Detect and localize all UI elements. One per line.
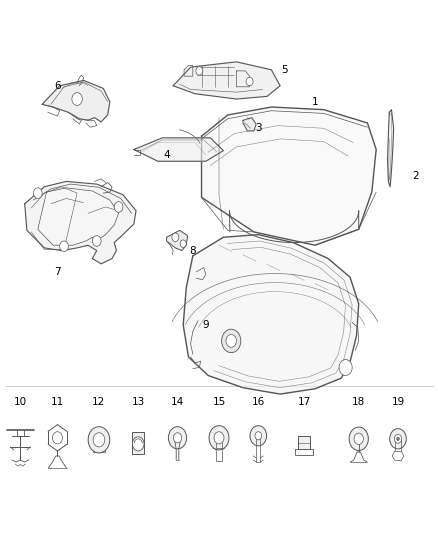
Text: 4: 4 <box>163 150 170 160</box>
Circle shape <box>397 437 399 440</box>
Circle shape <box>394 434 402 443</box>
Circle shape <box>196 67 203 75</box>
Polygon shape <box>173 62 280 99</box>
Circle shape <box>226 335 237 348</box>
Circle shape <box>88 427 110 453</box>
Text: 15: 15 <box>212 397 226 407</box>
Circle shape <box>246 77 253 86</box>
Circle shape <box>209 426 229 450</box>
Circle shape <box>250 426 267 446</box>
Circle shape <box>339 360 352 375</box>
Text: 2: 2 <box>412 171 419 181</box>
Polygon shape <box>166 230 187 251</box>
Text: 8: 8 <box>190 246 196 255</box>
Circle shape <box>168 427 187 449</box>
Text: 13: 13 <box>131 397 145 407</box>
Polygon shape <box>38 188 119 245</box>
Circle shape <box>132 437 144 451</box>
Circle shape <box>93 433 105 447</box>
Bar <box>298 436 311 449</box>
Text: 9: 9 <box>203 320 209 330</box>
Polygon shape <box>134 138 223 161</box>
Text: 11: 11 <box>51 397 64 407</box>
Text: 18: 18 <box>352 397 365 407</box>
Circle shape <box>354 433 364 445</box>
Polygon shape <box>388 110 394 187</box>
Text: 3: 3 <box>255 123 261 133</box>
Text: 5: 5 <box>281 65 288 75</box>
Circle shape <box>92 236 101 246</box>
Polygon shape <box>183 235 359 394</box>
Text: 6: 6 <box>54 81 61 91</box>
Circle shape <box>172 233 179 241</box>
Text: 17: 17 <box>297 397 311 407</box>
Text: 7: 7 <box>54 267 61 277</box>
Circle shape <box>255 432 261 440</box>
Circle shape <box>173 433 182 443</box>
Circle shape <box>33 188 42 198</box>
Circle shape <box>114 201 123 212</box>
Circle shape <box>222 329 241 353</box>
Circle shape <box>214 432 224 444</box>
Text: 12: 12 <box>92 397 106 407</box>
Polygon shape <box>42 80 110 122</box>
Circle shape <box>180 240 186 247</box>
Polygon shape <box>25 181 136 264</box>
Circle shape <box>53 432 63 444</box>
Text: 1: 1 <box>312 96 318 107</box>
Circle shape <box>72 93 82 106</box>
Polygon shape <box>243 118 256 131</box>
Text: 16: 16 <box>252 397 265 407</box>
Bar <box>132 432 145 454</box>
Text: 10: 10 <box>14 397 27 407</box>
Circle shape <box>390 429 406 449</box>
Text: 19: 19 <box>392 397 405 407</box>
Text: 14: 14 <box>171 397 184 407</box>
Circle shape <box>60 241 68 252</box>
Polygon shape <box>201 107 376 245</box>
Circle shape <box>349 427 368 450</box>
